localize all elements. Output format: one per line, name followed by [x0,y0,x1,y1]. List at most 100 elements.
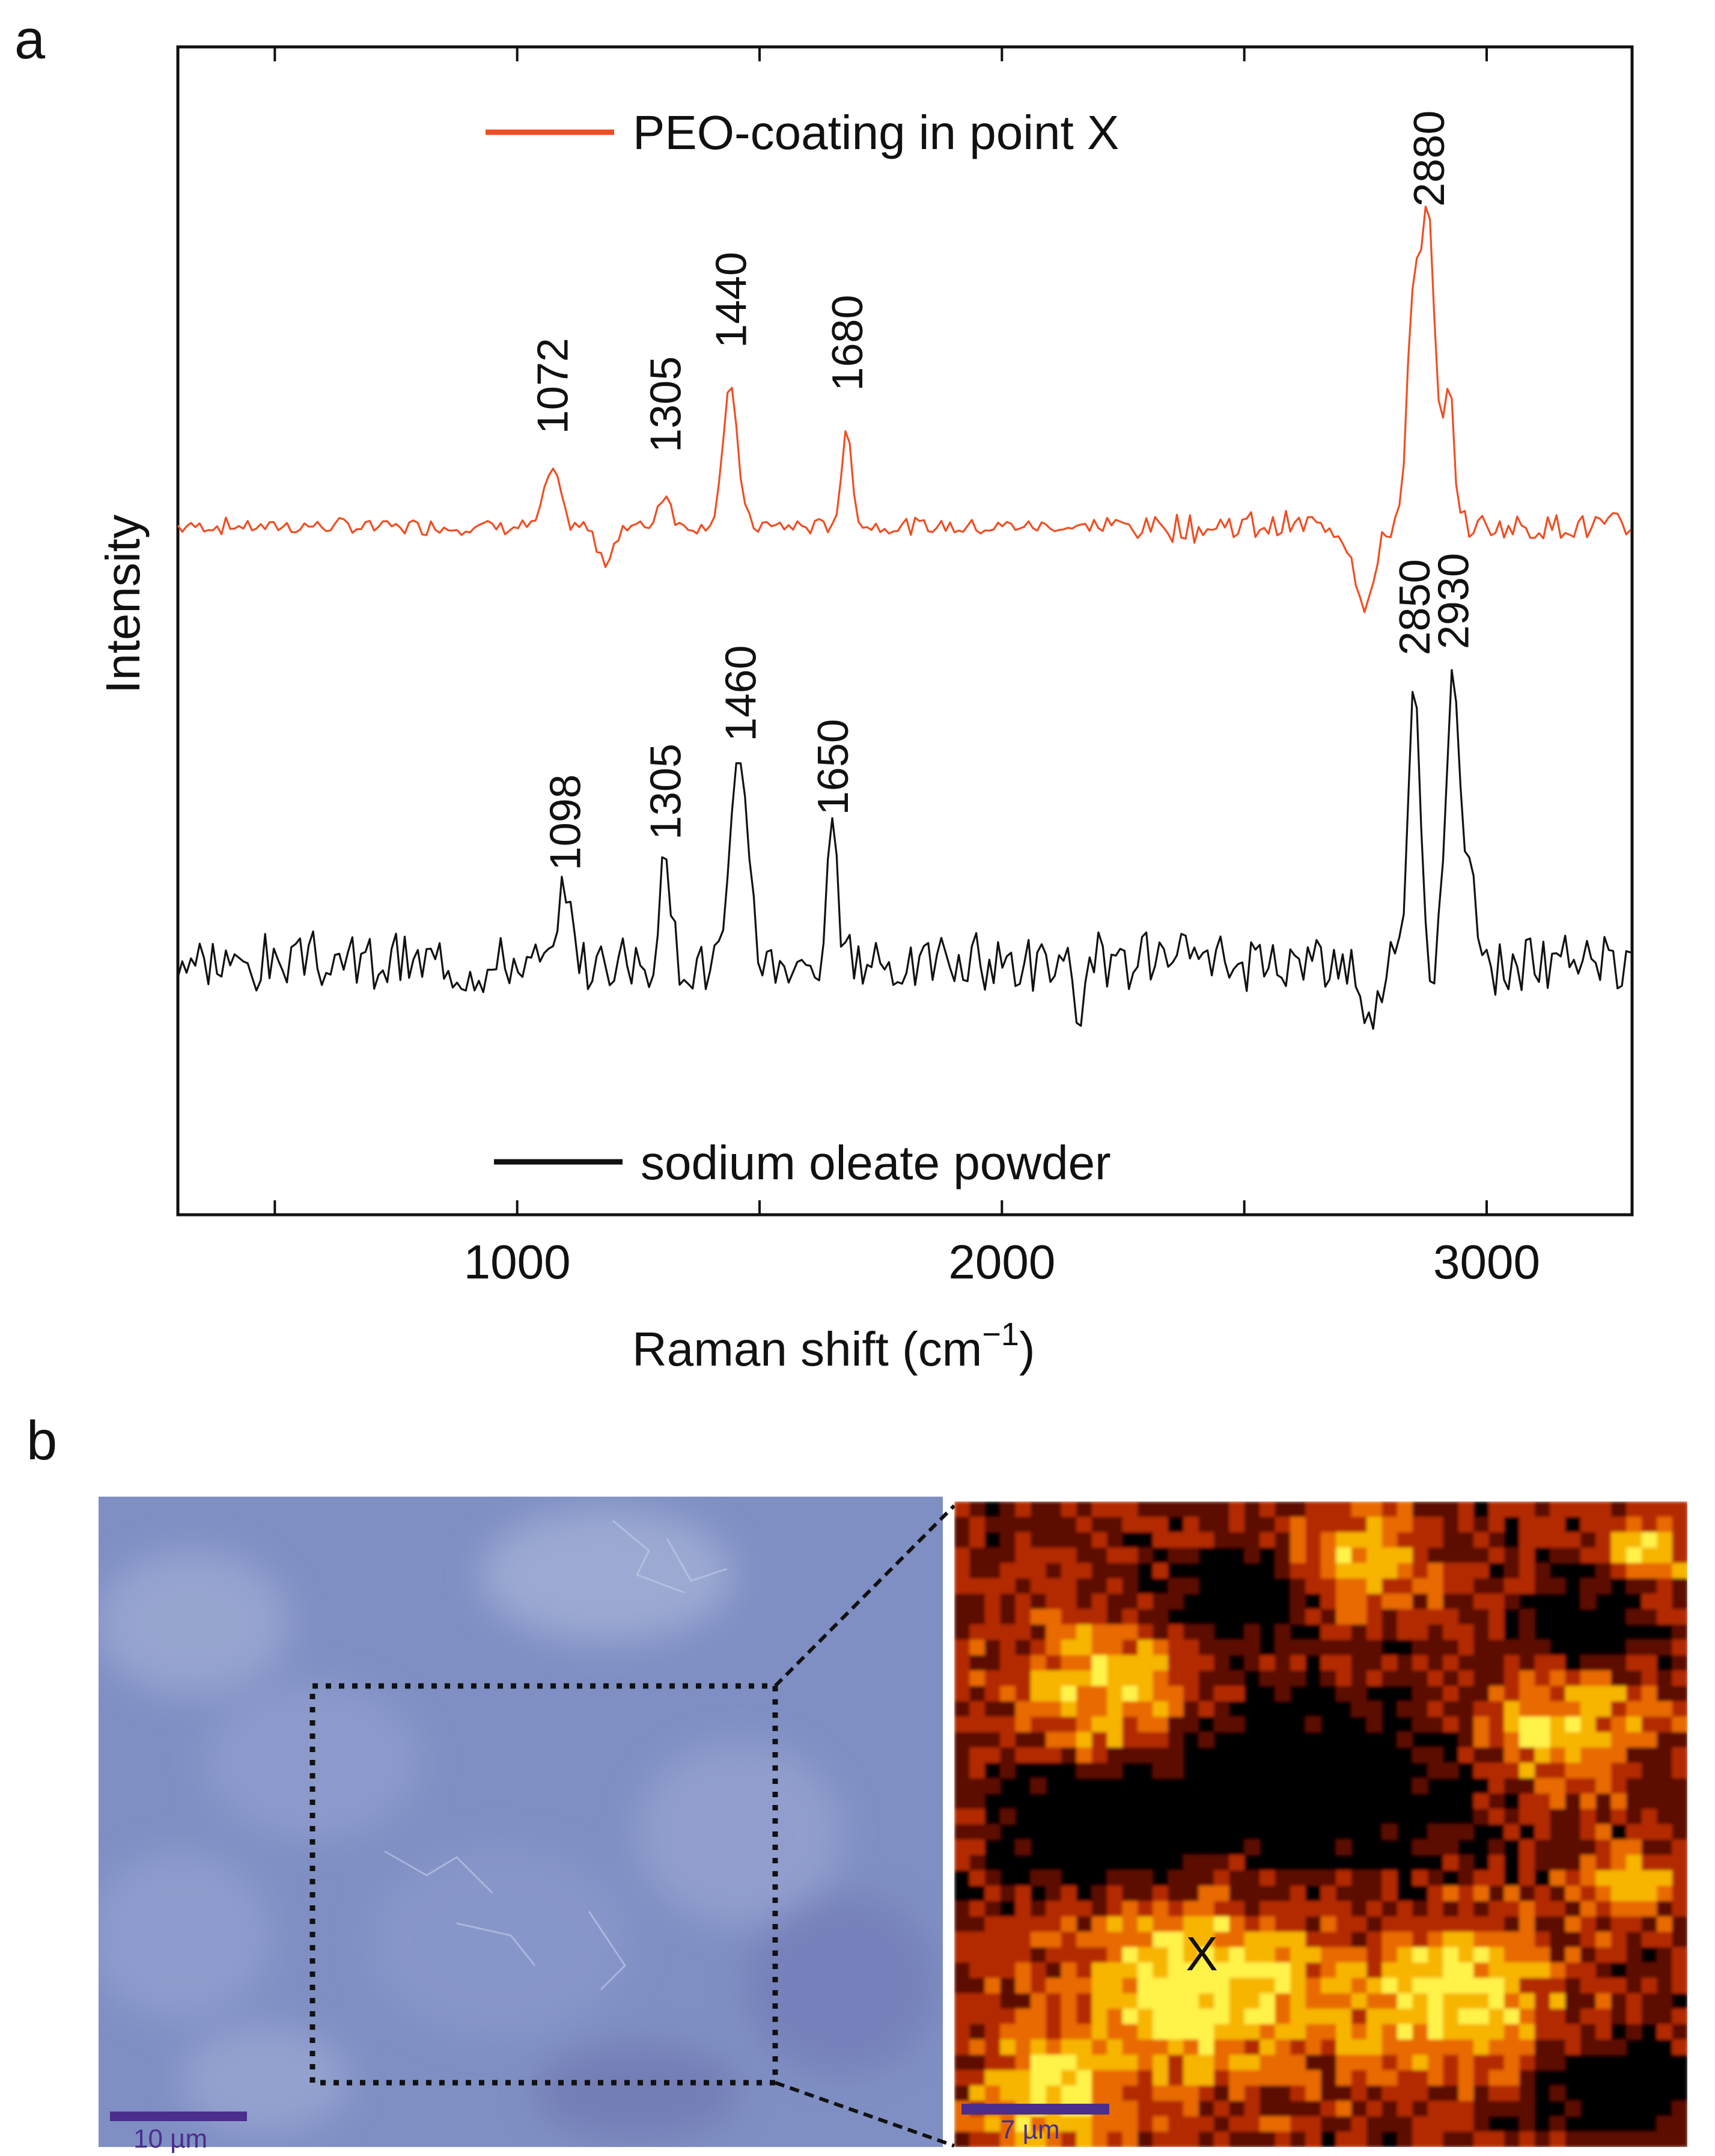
map-pixel [1610,2054,1627,2071]
map-pixel [1015,1762,1032,1779]
map-pixel [1076,1624,1092,1641]
map-pixel [1565,1685,1582,1702]
map-pixel [1015,1886,1032,1902]
map-pixel [1580,1824,1597,1840]
map-pixel [1412,1685,1428,1702]
map-pixel [1107,2070,1123,2086]
map-pixel [1290,1793,1306,1810]
map-pixel [1229,1640,1245,1656]
map-pixel [1550,1532,1566,1548]
map-pixel [1305,1532,1321,1548]
map-pixel [1657,1762,1673,1779]
map-pixel [1443,1977,1459,1994]
map-pixel [1290,2008,1306,2025]
map-pixel [1153,1993,1169,2009]
map-pixel [1015,2039,1032,2056]
map-pixel [1000,2131,1016,2147]
map-pixel [1595,1977,1612,1994]
map-pixel [1076,2085,1092,2102]
map-pixel [1122,1670,1138,1687]
map-pixel [1031,2008,1047,2025]
map-pixel [1580,1624,1597,1641]
map-pixel [1427,1701,1444,1717]
map-pixel [1305,1993,1321,2009]
map-pixel [969,1778,985,1794]
map-pixel [1000,1778,1016,1794]
map-pixel [1458,1870,1475,1887]
map-pixel [1595,1501,1612,1518]
map-pixel [1229,1977,1245,1994]
map-pixel [1412,1655,1428,1672]
map-pixel [1076,1640,1092,1656]
map-pixel [1351,1747,1368,1764]
map-pixel [1000,1855,1016,1871]
map-pixel [1229,1962,1245,1979]
map-pixel [1275,1532,1291,1548]
map-pixel [1443,1947,1459,1964]
map-pixel [1580,1593,1597,1610]
map-pixel [1046,2131,1062,2147]
map-pixel [1260,1855,1276,1871]
map-pixel [1046,1824,1062,1840]
map-pixel [1473,1932,1490,1948]
map-pixel [1473,1855,1490,1871]
map-pixel [1351,1609,1368,1625]
map-pixel [1031,1578,1047,1595]
map-pixel [1672,1824,1687,1840]
map-pixel [1198,2008,1215,2025]
x-tick-label: 3000 [1433,1235,1540,1289]
map-pixel [1031,1916,1047,1932]
map-pixel [1458,2008,1475,2025]
map-pixel [1031,1809,1047,1825]
map-pixel [1610,1809,1627,1825]
map-pixel [1031,1593,1047,1610]
map-pixel [1061,2008,1077,2025]
map-pixel [954,1793,970,1810]
map-pixel [1015,1870,1032,1887]
map-pixel [1183,1717,1199,1733]
map-pixel [1351,1685,1368,1702]
map-pixel [1107,1855,1123,1871]
map-pixel [1351,1901,1368,1917]
map-pixel [1229,1916,1245,1932]
map-pixel [969,2024,985,2040]
map-pixel [1168,1609,1184,1625]
region-of-interest-box [309,1683,778,2086]
map-pixel [1550,1747,1566,1764]
map-pixel [1351,1501,1368,1518]
map-pixel [1061,2131,1077,2147]
map-pixel [1519,1962,1535,1979]
legend-label-oleate: sodium oleate powder [641,1136,1111,1189]
map-pixel [1061,1747,1077,1764]
map-pixel [1397,2024,1413,2040]
map-pixel [1046,1809,1062,1825]
map-pixel [1565,1640,1582,1656]
map-pixel [1443,1809,1459,1825]
map-pixel [984,1824,1001,1840]
map-pixel [1397,1547,1413,1564]
map-pixel [1214,1609,1230,1625]
map-pixel [1260,2085,1276,2102]
map-pixel [1610,2085,1627,2102]
map-pixel [1351,1870,1368,1887]
map-pixel [1381,1901,1398,1917]
map-pixel [1153,1855,1169,1871]
map-pixel [969,2116,985,2133]
map-pixel [984,1624,1001,1641]
map-pixel [1031,1685,1047,1702]
map-pixel [1473,1870,1490,1887]
map-pixel [1351,2101,1368,2117]
map-pixel [1519,1593,1535,1610]
map-pixel [1244,1747,1261,1764]
map-pixel [1488,1501,1505,1518]
map-pixel [1015,2085,1032,2102]
map-pixel [1626,1793,1642,1810]
peak-label: 2850 [1391,559,1439,655]
map-pixel [1595,2101,1612,2117]
map-pixel [1244,1824,1261,1840]
map-pixel [1198,2131,1215,2147]
map-pixel [1672,1977,1687,1994]
map-pixel [1504,1532,1520,1548]
map-pixel [1290,1624,1306,1641]
